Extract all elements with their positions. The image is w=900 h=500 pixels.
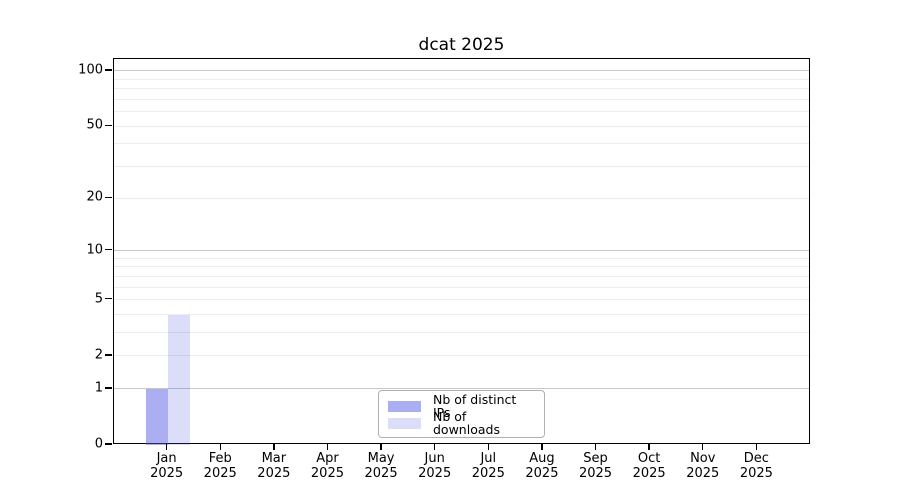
x-axis-tick — [165, 444, 168, 450]
x-tick-month: Jan — [156, 451, 177, 466]
y-axis-tick — [105, 196, 112, 198]
minor-gridline — [114, 332, 809, 334]
y-tick-label: 2 — [94, 347, 103, 363]
minor-gridline — [114, 125, 809, 127]
x-tick-label: Jun 2025 — [418, 451, 451, 481]
y-tick-label: 100 — [78, 62, 103, 78]
major-gridline — [114, 388, 809, 390]
x-axis-tick — [273, 444, 275, 450]
y-tick-label: 5 — [94, 291, 103, 307]
y-axis-tick — [105, 298, 112, 300]
x-tick-year: 2025 — [632, 466, 666, 481]
minor-gridline — [114, 88, 809, 90]
x-axis-tick — [541, 444, 543, 450]
x-axis-tick — [380, 444, 382, 450]
x-tick-label: Jul 2025 — [472, 451, 505, 481]
x-tick-year: 2025 — [418, 466, 452, 481]
y-tick-label: 20 — [86, 189, 103, 205]
y-axis-tick — [105, 124, 112, 126]
x-tick-label: Mar 2025 — [257, 451, 290, 481]
x-tick-year: 2025 — [257, 466, 291, 481]
x-tick-month: Jul — [480, 451, 497, 466]
x-tick-label: May 2025 — [365, 451, 398, 481]
x-tick-year: 2025 — [364, 466, 398, 481]
legend-label-downloads: Nb of downloads — [433, 409, 500, 437]
minor-gridline — [114, 166, 809, 168]
y-axis-tick — [105, 354, 112, 356]
x-axis-tick — [648, 444, 650, 450]
x-tick-year: 2025 — [686, 466, 720, 481]
x-tick-month: Dec — [743, 451, 769, 466]
y-tick-label: 0 — [94, 436, 103, 452]
y-tick-label: 10 — [86, 242, 103, 258]
bar-distinct-ips-jan — [145, 388, 168, 445]
x-tick-month: Oct — [637, 451, 661, 466]
x-tick-label: Sep 2025 — [579, 451, 612, 481]
x-tick-label: Apr 2025 — [311, 451, 344, 481]
minor-gridline — [114, 98, 809, 100]
x-tick-month: Aug — [529, 451, 555, 466]
x-tick-label: Aug 2025 — [525, 451, 558, 481]
x-tick-year: 2025 — [578, 466, 613, 481]
y-tick-label: 1 — [94, 380, 103, 396]
bar-downloads-jan — [167, 314, 190, 445]
minor-gridline — [114, 111, 809, 113]
legend-entry-distinct-ips: Nb of distinct IPs — [388, 393, 535, 418]
x-axis-tick — [326, 444, 329, 450]
x-tick-month: Nov — [690, 451, 716, 466]
x-axis-tick — [594, 444, 597, 450]
minor-gridline — [114, 197, 809, 199]
legend-label-distinct-ips: Nb of distinct IPs — [433, 392, 517, 420]
x-axis-tick — [702, 444, 704, 450]
x-tick-year: 2025 — [525, 466, 559, 481]
x-tick-label: Oct 2025 — [633, 451, 666, 481]
x-tick-month: May — [367, 451, 395, 466]
x-tick-label: Jan 2025 — [150, 451, 183, 481]
minor-gridline — [114, 286, 809, 288]
y-tick-label: 50 — [86, 117, 103, 133]
y-axis-tick — [105, 248, 112, 251]
minor-gridline — [114, 299, 809, 301]
minor-gridline — [114, 275, 809, 277]
x-tick-label: Dec 2025 — [740, 451, 773, 481]
x-tick-year: 2025 — [471, 466, 505, 481]
minor-gridline — [114, 257, 809, 259]
downloads-swatch-icon — [388, 418, 421, 429]
minor-gridline — [114, 143, 809, 145]
x-tick-year: 2025 — [310, 466, 344, 481]
minor-gridline — [114, 78, 809, 80]
x-tick-month: Feb — [208, 451, 232, 466]
legend-entry-downloads: Nb of downloads — [388, 410, 535, 435]
x-tick-label: Feb 2025 — [204, 451, 237, 481]
x-tick-month: Jun — [424, 451, 445, 466]
x-tick-month: Sep — [583, 451, 608, 466]
major-gridline — [114, 250, 809, 252]
x-tick-year: 2025 — [150, 466, 184, 481]
x-axis-tick — [487, 444, 489, 450]
legend: Nb of distinct IPs Nb of downloads — [378, 390, 545, 438]
x-axis-tick — [433, 444, 436, 450]
distinct-ips-swatch-icon — [388, 401, 421, 412]
x-axis-tick — [219, 444, 221, 450]
x-tick-month: Apr — [316, 451, 339, 466]
x-tick-label: Nov 2025 — [686, 451, 719, 481]
chart-title: dcat 2025 — [418, 35, 505, 55]
y-axis-tick — [105, 443, 112, 445]
x-axis-tick — [755, 444, 758, 450]
y-axis-tick — [105, 69, 112, 71]
x-tick-month: Mar — [261, 451, 287, 466]
major-gridline — [114, 70, 809, 72]
minor-gridline — [114, 355, 809, 357]
x-tick-year: 2025 — [739, 466, 773, 481]
minor-gridline — [114, 314, 809, 316]
x-tick-year: 2025 — [203, 466, 237, 481]
y-axis-tick — [105, 387, 112, 389]
plot-area — [113, 58, 810, 445]
minor-gridline — [114, 266, 809, 268]
